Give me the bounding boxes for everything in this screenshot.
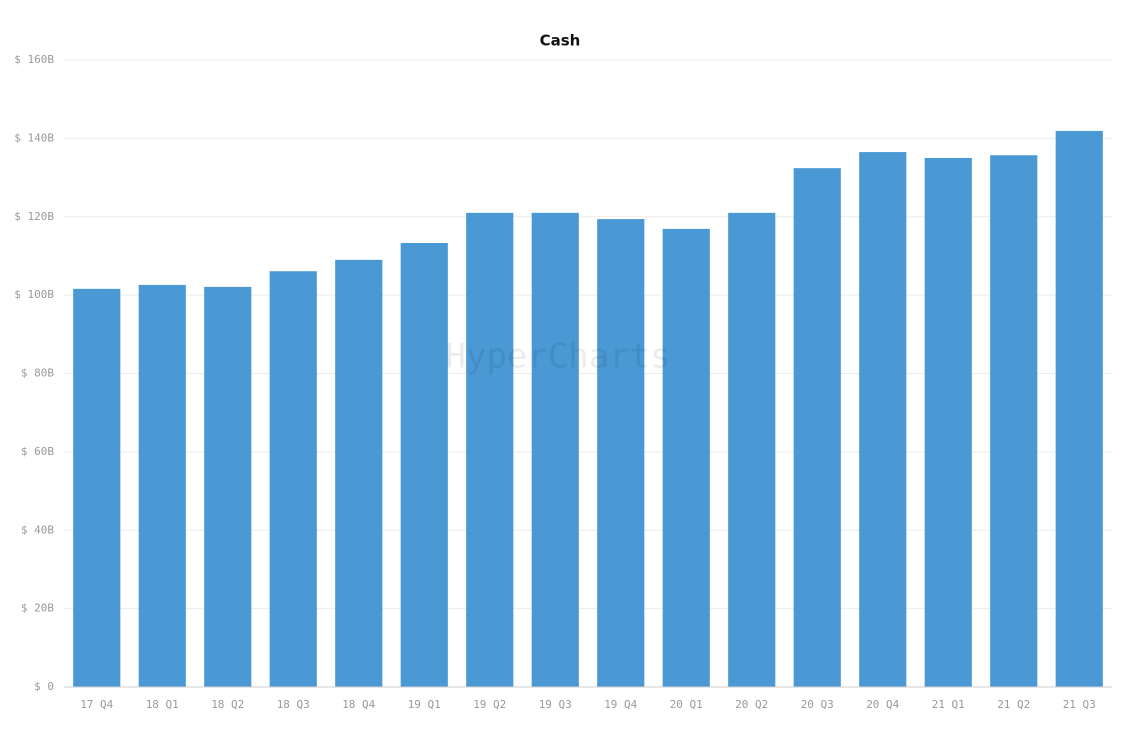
bar xyxy=(924,157,972,687)
bar xyxy=(204,286,252,687)
bar xyxy=(859,152,907,687)
y-tick-label: $ 160B xyxy=(14,53,54,66)
x-tick-label: 20 Q4 xyxy=(866,698,899,711)
x-tick-label: 19 Q3 xyxy=(539,698,572,711)
bar xyxy=(990,155,1038,687)
bar xyxy=(73,288,121,687)
x-tick-label: 20 Q3 xyxy=(801,698,834,711)
bar xyxy=(793,168,841,688)
x-tick-label: 19 Q4 xyxy=(604,698,637,711)
x-tick-label: 17 Q4 xyxy=(80,698,113,711)
bar xyxy=(335,259,383,687)
x-tick-label: 18 Q2 xyxy=(211,698,244,711)
y-tick-label: $ 80B xyxy=(21,367,54,380)
x-tick-label: 19 Q2 xyxy=(473,698,506,711)
x-tick-label: 18 Q1 xyxy=(146,698,179,711)
x-tick-label: 20 Q2 xyxy=(735,698,768,711)
bar xyxy=(728,212,776,688)
bar xyxy=(138,284,186,687)
x-tick-label: 18 Q4 xyxy=(342,698,375,711)
bar xyxy=(269,271,317,687)
bar xyxy=(662,228,710,687)
x-tick-label: 21 Q2 xyxy=(997,698,1030,711)
y-tick-label: $ 40B xyxy=(21,523,54,536)
x-tick-label: 21 Q1 xyxy=(932,698,965,711)
bar xyxy=(597,219,645,687)
y-tick-label: $ 0 xyxy=(34,680,54,693)
bar xyxy=(400,243,448,688)
chart-title: Cash xyxy=(540,32,581,50)
x-tick-label: 19 Q1 xyxy=(408,698,441,711)
bar xyxy=(1055,130,1103,687)
watermark: HyperCharts xyxy=(445,337,670,377)
y-tick-label: $ 60B xyxy=(21,445,54,458)
y-tick-label: $ 100B xyxy=(14,288,54,301)
x-tick-label: 20 Q1 xyxy=(670,698,703,711)
y-tick-label: $ 140B xyxy=(14,131,54,144)
x-tick-label: 18 Q3 xyxy=(277,698,310,711)
y-tick-label: $ 20B xyxy=(21,602,54,615)
bar xyxy=(466,212,514,688)
bar xyxy=(531,212,579,688)
y-tick-label: $ 120B xyxy=(14,210,54,223)
x-tick-label: 21 Q3 xyxy=(1063,698,1096,711)
